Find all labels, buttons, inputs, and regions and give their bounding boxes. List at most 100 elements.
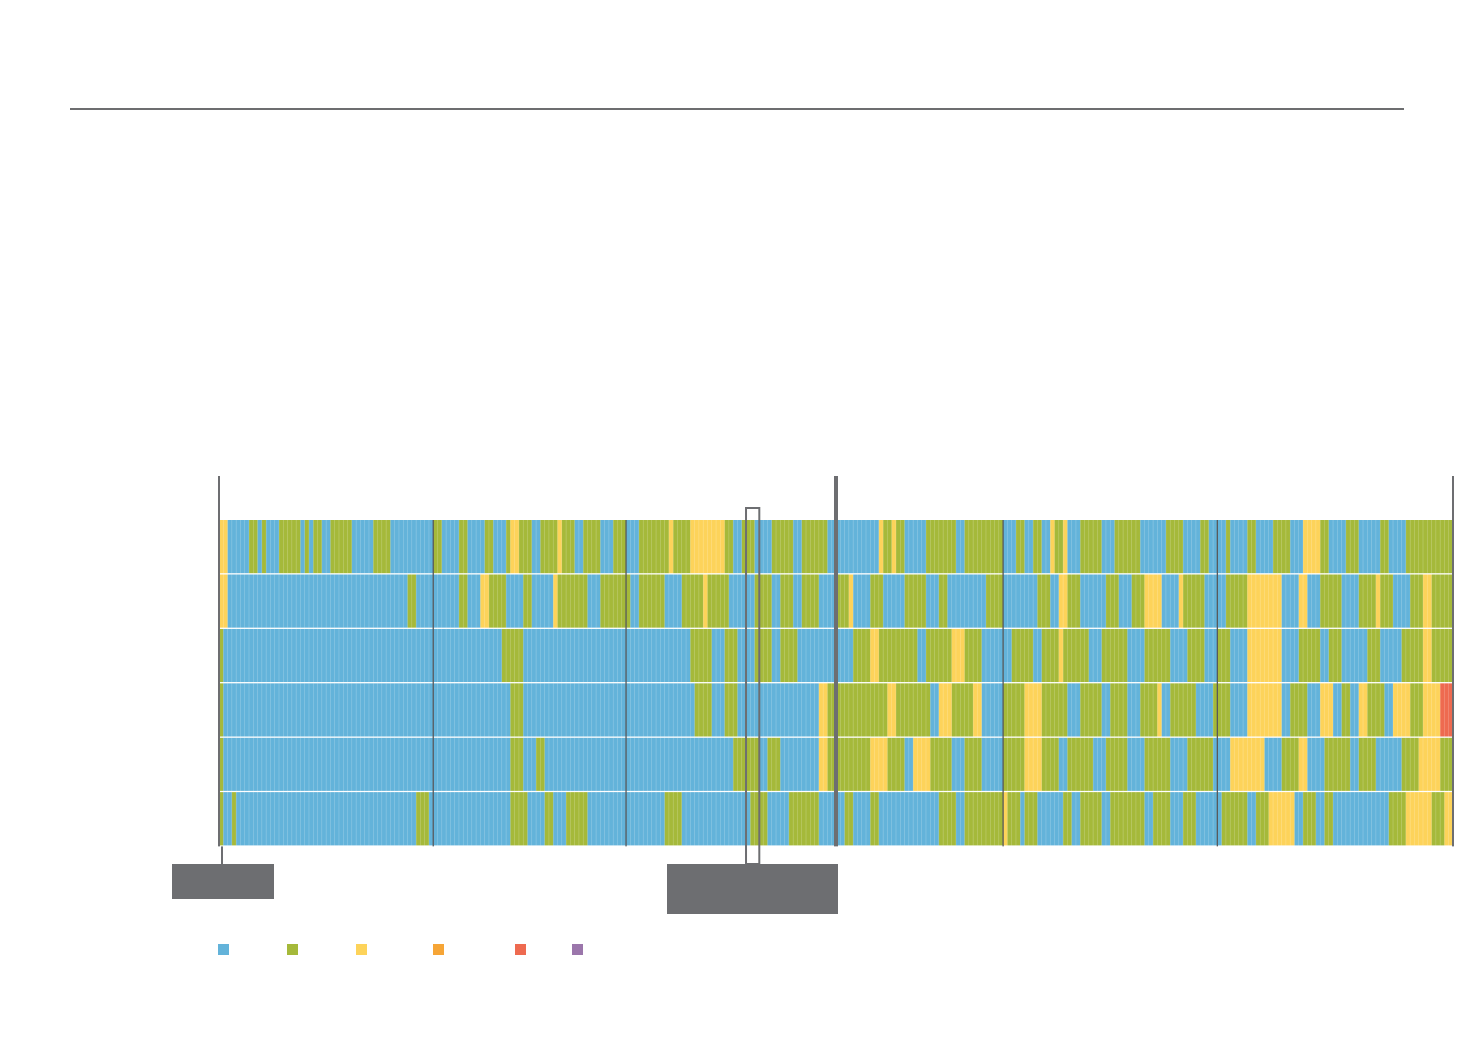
- heatmap-cell: [231, 520, 237, 574]
- heatmap-cell: [823, 628, 828, 683]
- heatmap-cell: [938, 574, 944, 628]
- heatmap-cell: [788, 574, 794, 628]
- heatmap-cell: [574, 792, 580, 846]
- heatmap-cell: [1110, 628, 1115, 683]
- heatmap-cell: [1414, 574, 1420, 628]
- heatmap-cell: [865, 628, 871, 683]
- heatmap-cell: [334, 737, 340, 791]
- heatmap-cell: [1423, 574, 1428, 628]
- heatmap-cell: [1225, 628, 1231, 683]
- heatmap-cell: [553, 683, 558, 737]
- heatmap-cell: [424, 520, 430, 574]
- heatmap-cell: [368, 628, 374, 683]
- heatmap-cell: [553, 520, 558, 574]
- heatmap-cell: [801, 792, 807, 846]
- heatmap-cell: [857, 520, 862, 574]
- heatmap-cell: [1183, 683, 1188, 737]
- heatmap-cell: [240, 574, 245, 628]
- heatmap-cell: [1367, 792, 1372, 846]
- heatmap-cell: [1315, 683, 1321, 737]
- heatmap-cell: [1354, 520, 1360, 574]
- heatmap-cell: [300, 737, 305, 791]
- heatmap-cell: [253, 574, 258, 628]
- heatmap-cell: [570, 683, 575, 737]
- heatmap-cell: [1080, 574, 1085, 628]
- heatmap-cell: [1020, 628, 1025, 683]
- heatmap-cell: [343, 520, 348, 574]
- heatmap-cell: [283, 520, 288, 574]
- heatmap-cell: [364, 628, 370, 683]
- heatmap-cell: [317, 574, 323, 628]
- heatmap-cell: [917, 628, 922, 683]
- heatmap-cell: [441, 520, 447, 574]
- heatmap-cell: [1410, 520, 1415, 574]
- heatmap-cell: [321, 520, 327, 574]
- heatmap-cell: [853, 792, 858, 846]
- heatmap-cell: [664, 792, 670, 846]
- heatmap-cell: [484, 683, 490, 737]
- heatmap-cell: [797, 683, 803, 737]
- heatmap-cell: [1337, 574, 1342, 628]
- heatmap-cell: [814, 683, 820, 737]
- heatmap-cell: [1401, 792, 1407, 846]
- heatmap-cell: [1123, 737, 1128, 791]
- heatmap-cell: [917, 520, 922, 574]
- heatmap-cell: [921, 737, 927, 791]
- heatmap-cell: [261, 737, 267, 791]
- heatmap-cell: [1075, 628, 1081, 683]
- heatmap-cell: [1363, 520, 1368, 574]
- heatmap-cell: [1088, 574, 1094, 628]
- heatmap-cell: [968, 737, 974, 791]
- heatmap-cell: [1341, 574, 1347, 628]
- heatmap-cell: [703, 792, 708, 846]
- heatmap-cell: [561, 628, 567, 683]
- heatmap-cell: [720, 628, 725, 683]
- heatmap-cell: [1358, 737, 1364, 791]
- heatmap-cell: [591, 520, 597, 574]
- heatmap-cell: [1183, 737, 1188, 791]
- heatmap-cell: [1341, 628, 1347, 683]
- heatmap-cell: [411, 628, 417, 683]
- heatmap-cell: [758, 737, 764, 791]
- heatmap-cell: [1298, 574, 1304, 628]
- heatmap-cell: [1015, 628, 1021, 683]
- heatmap-cell: [373, 737, 378, 791]
- heatmap-cell: [1093, 628, 1098, 683]
- heatmap-cell: [514, 683, 520, 737]
- heatmap-cell: [917, 792, 922, 846]
- heatmap-cell: [1221, 737, 1227, 791]
- heatmap-cell: [895, 792, 901, 846]
- heatmap-cell: [1041, 737, 1047, 791]
- heatmap-cell: [900, 520, 905, 574]
- heatmap-cell: [904, 520, 910, 574]
- heatmap-cell: [1003, 683, 1008, 737]
- heatmap-cell: [668, 628, 674, 683]
- heatmap-cell: [1200, 628, 1205, 683]
- heatmap-cell: [711, 520, 717, 574]
- heatmap-cell: [531, 792, 537, 846]
- heatmap-cell: [484, 792, 490, 846]
- heatmap-cell: [386, 520, 391, 574]
- heatmap-cell: [1123, 574, 1128, 628]
- heatmap-cell: [1367, 737, 1372, 791]
- heatmap-cell: [1084, 520, 1090, 574]
- heatmap-cell: [1028, 520, 1034, 574]
- heatmap-cell: [454, 683, 460, 737]
- heatmap-cell: [1234, 520, 1240, 574]
- heatmap-cell: [1358, 574, 1364, 628]
- heatmap-cell: [471, 737, 477, 791]
- heatmap-cell: [870, 520, 875, 574]
- heatmap-cell: [1075, 683, 1081, 737]
- heatmap-cell: [1281, 683, 1287, 737]
- heatmap-cell: [848, 574, 854, 628]
- heatmap-cell: [801, 737, 807, 791]
- heatmap-cell: [797, 792, 803, 846]
- heatmap-cell: [373, 628, 378, 683]
- heatmap-cell: [1071, 683, 1077, 737]
- heatmap-cell: [236, 574, 241, 628]
- heatmap-cell: [1238, 520, 1244, 574]
- heatmap-cell: [1067, 737, 1072, 791]
- heatmap-cell: [1097, 792, 1102, 846]
- heatmap-cell: [368, 574, 374, 628]
- heatmap-cell: [480, 628, 485, 683]
